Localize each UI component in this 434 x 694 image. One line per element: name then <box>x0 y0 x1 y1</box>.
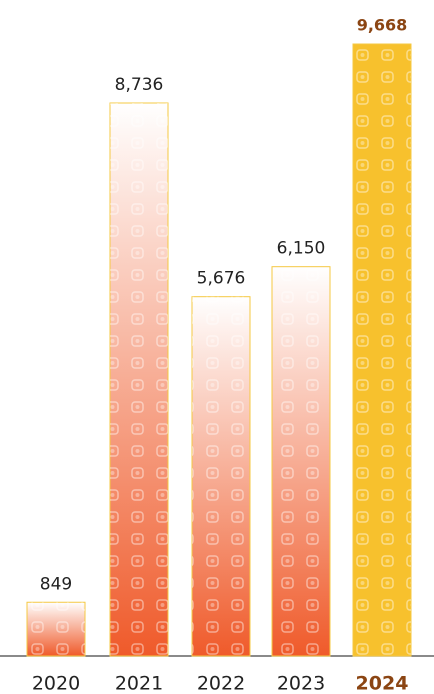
value-label: 5,676 <box>197 269 246 289</box>
x-tick-label: 2020 <box>32 673 80 694</box>
bar-pattern <box>272 266 330 656</box>
value-label: 849 <box>40 574 72 594</box>
bar-pattern <box>27 602 85 656</box>
bar-pattern <box>353 44 411 656</box>
bar-pattern <box>192 296 250 656</box>
x-tick-label: 2021 <box>115 673 163 694</box>
x-tick-label: 2024 <box>356 673 409 694</box>
value-label: 6,150 <box>277 239 326 259</box>
value-label: 8,736 <box>115 75 164 95</box>
value-label: 9,668 <box>357 16 408 35</box>
x-tick-label: 2023 <box>277 673 325 694</box>
x-tick-label: 2022 <box>197 673 245 694</box>
bar-pattern <box>110 102 168 657</box>
